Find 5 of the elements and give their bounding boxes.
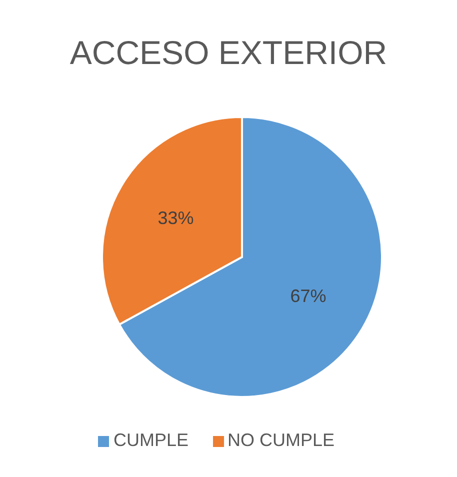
legend-label: CUMPLE bbox=[113, 430, 188, 450]
data-label: 67% bbox=[290, 286, 326, 306]
legend-label: NO CUMPLE bbox=[228, 430, 335, 450]
data-label: 33% bbox=[158, 208, 194, 228]
chart-title: ACCESO EXTERIOR bbox=[68, 34, 388, 72]
